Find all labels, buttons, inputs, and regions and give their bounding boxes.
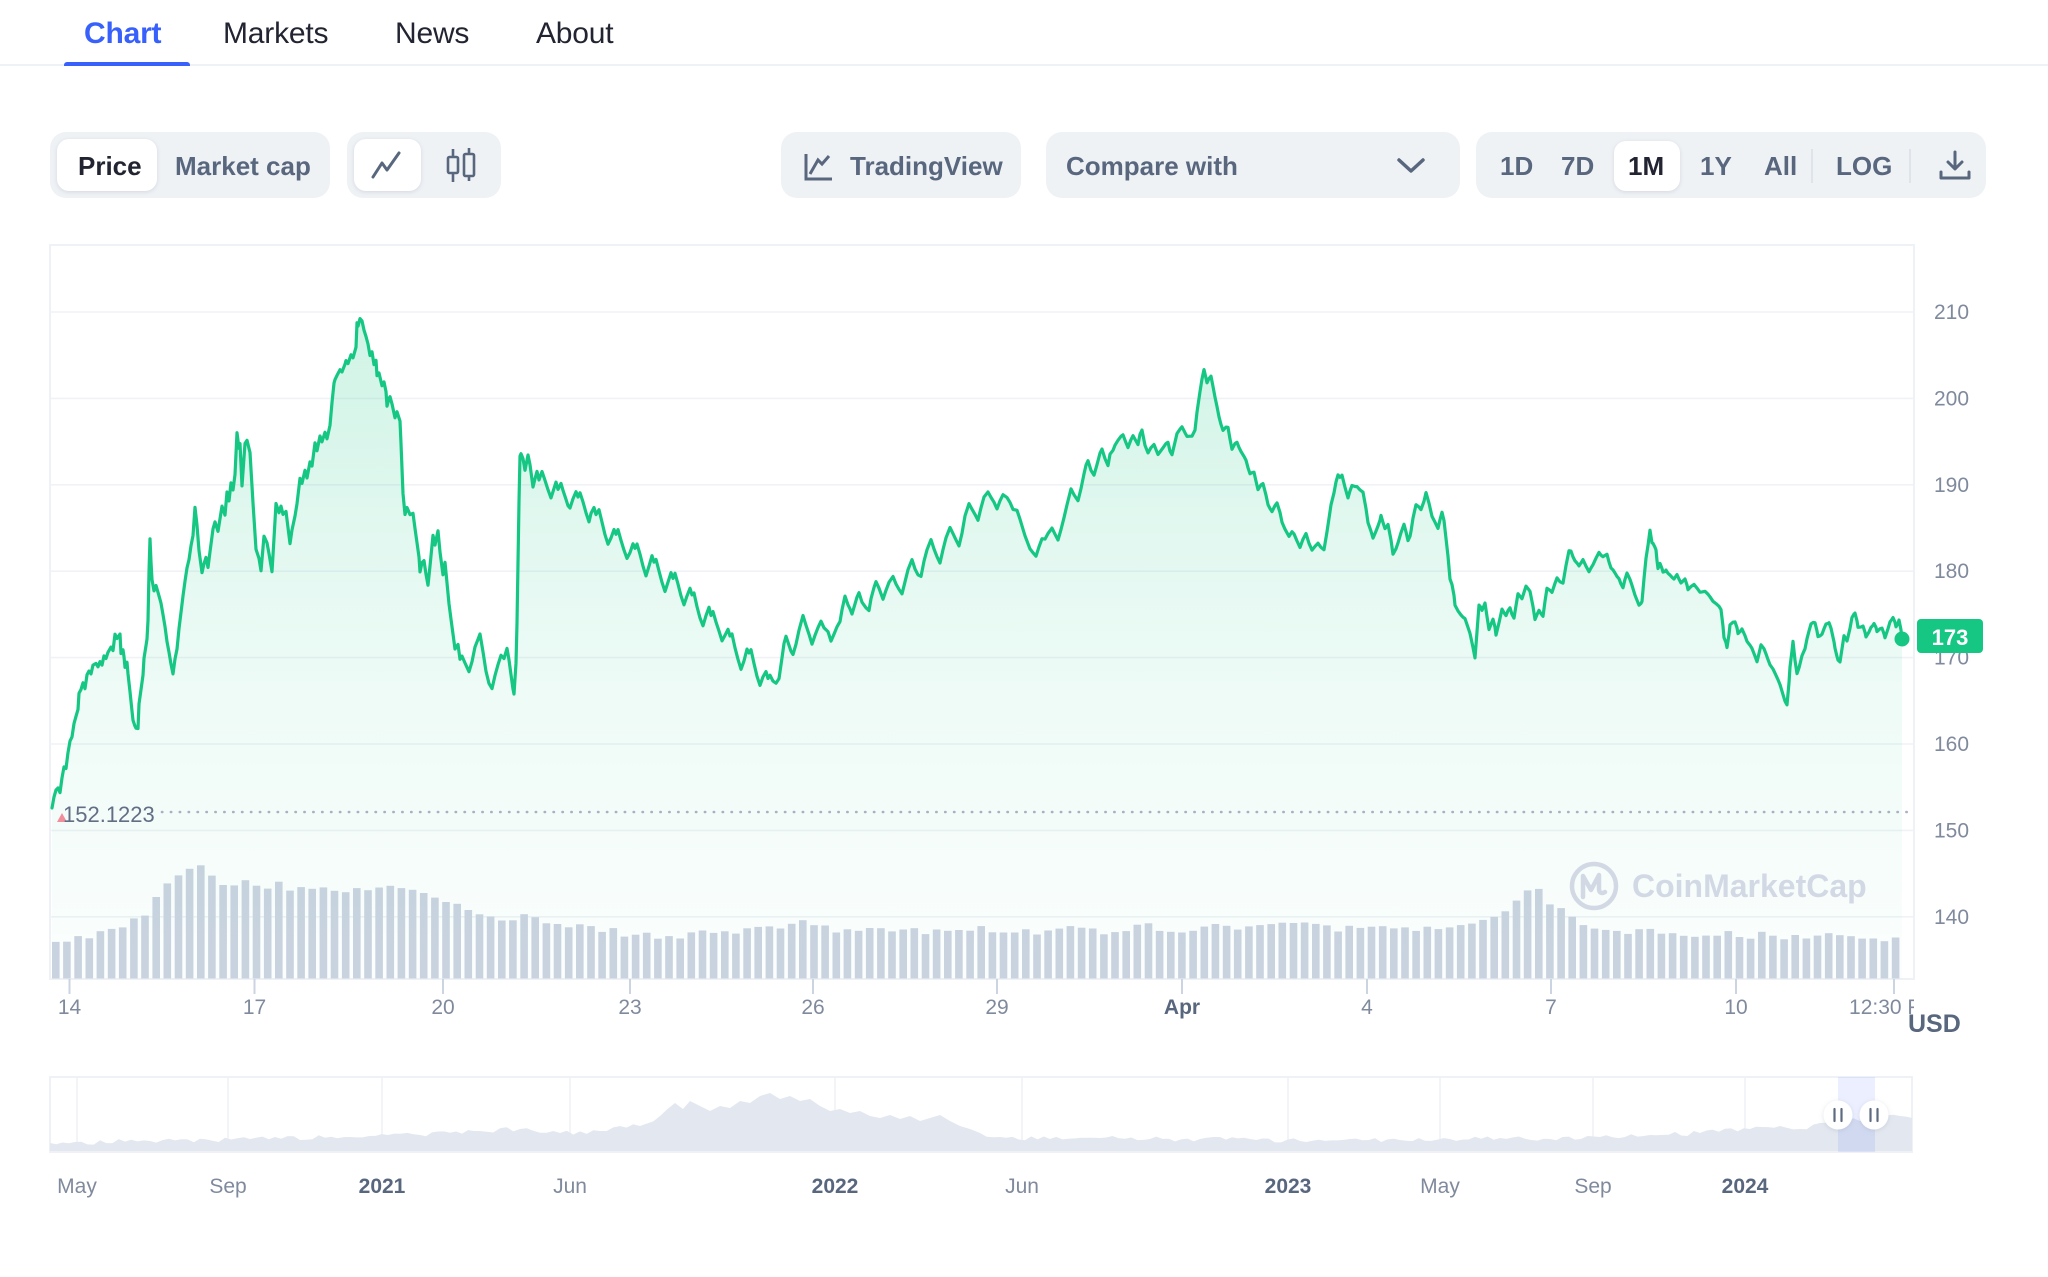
svg-text:12:30 PM: 12:30 PM xyxy=(1849,996,1939,1019)
svg-text:Jun: Jun xyxy=(553,1175,587,1198)
svg-text:152.1223: 152.1223 xyxy=(63,802,155,827)
svg-text:Apr: Apr xyxy=(1164,996,1200,1019)
svg-text:180: 180 xyxy=(1934,560,1969,583)
svg-text:14: 14 xyxy=(58,996,82,1019)
svg-text:USD: USD xyxy=(1908,1010,1961,1038)
svg-text:17: 17 xyxy=(243,996,266,1019)
svg-text:29: 29 xyxy=(985,996,1008,1019)
svg-text:4: 4 xyxy=(1361,996,1373,1019)
svg-text:140: 140 xyxy=(1934,906,1969,929)
svg-text:Sep: Sep xyxy=(1574,1175,1611,1198)
svg-text:2023: 2023 xyxy=(1265,1175,1312,1198)
svg-text:2024: 2024 xyxy=(1722,1175,1769,1198)
svg-text:7: 7 xyxy=(1545,996,1557,1019)
svg-text:160: 160 xyxy=(1934,733,1969,756)
svg-text:190: 190 xyxy=(1934,474,1969,497)
svg-text:2022: 2022 xyxy=(812,1175,859,1198)
svg-text:210: 210 xyxy=(1934,301,1969,324)
svg-text:150: 150 xyxy=(1934,819,1969,842)
svg-text:20: 20 xyxy=(431,996,454,1019)
svg-text:Jun: Jun xyxy=(1005,1175,1039,1198)
svg-text:10: 10 xyxy=(1724,996,1747,1019)
svg-text:2021: 2021 xyxy=(359,1175,406,1198)
svg-text:200: 200 xyxy=(1934,387,1969,410)
svg-text:26: 26 xyxy=(801,996,824,1019)
svg-text:173: 173 xyxy=(1932,625,1969,650)
svg-text:May: May xyxy=(57,1175,97,1198)
svg-text:Sep: Sep xyxy=(209,1175,246,1198)
svg-text:CoinMarketCap: CoinMarketCap xyxy=(1632,868,1867,904)
svg-text:23: 23 xyxy=(618,996,641,1019)
svg-text:May: May xyxy=(1420,1175,1460,1198)
